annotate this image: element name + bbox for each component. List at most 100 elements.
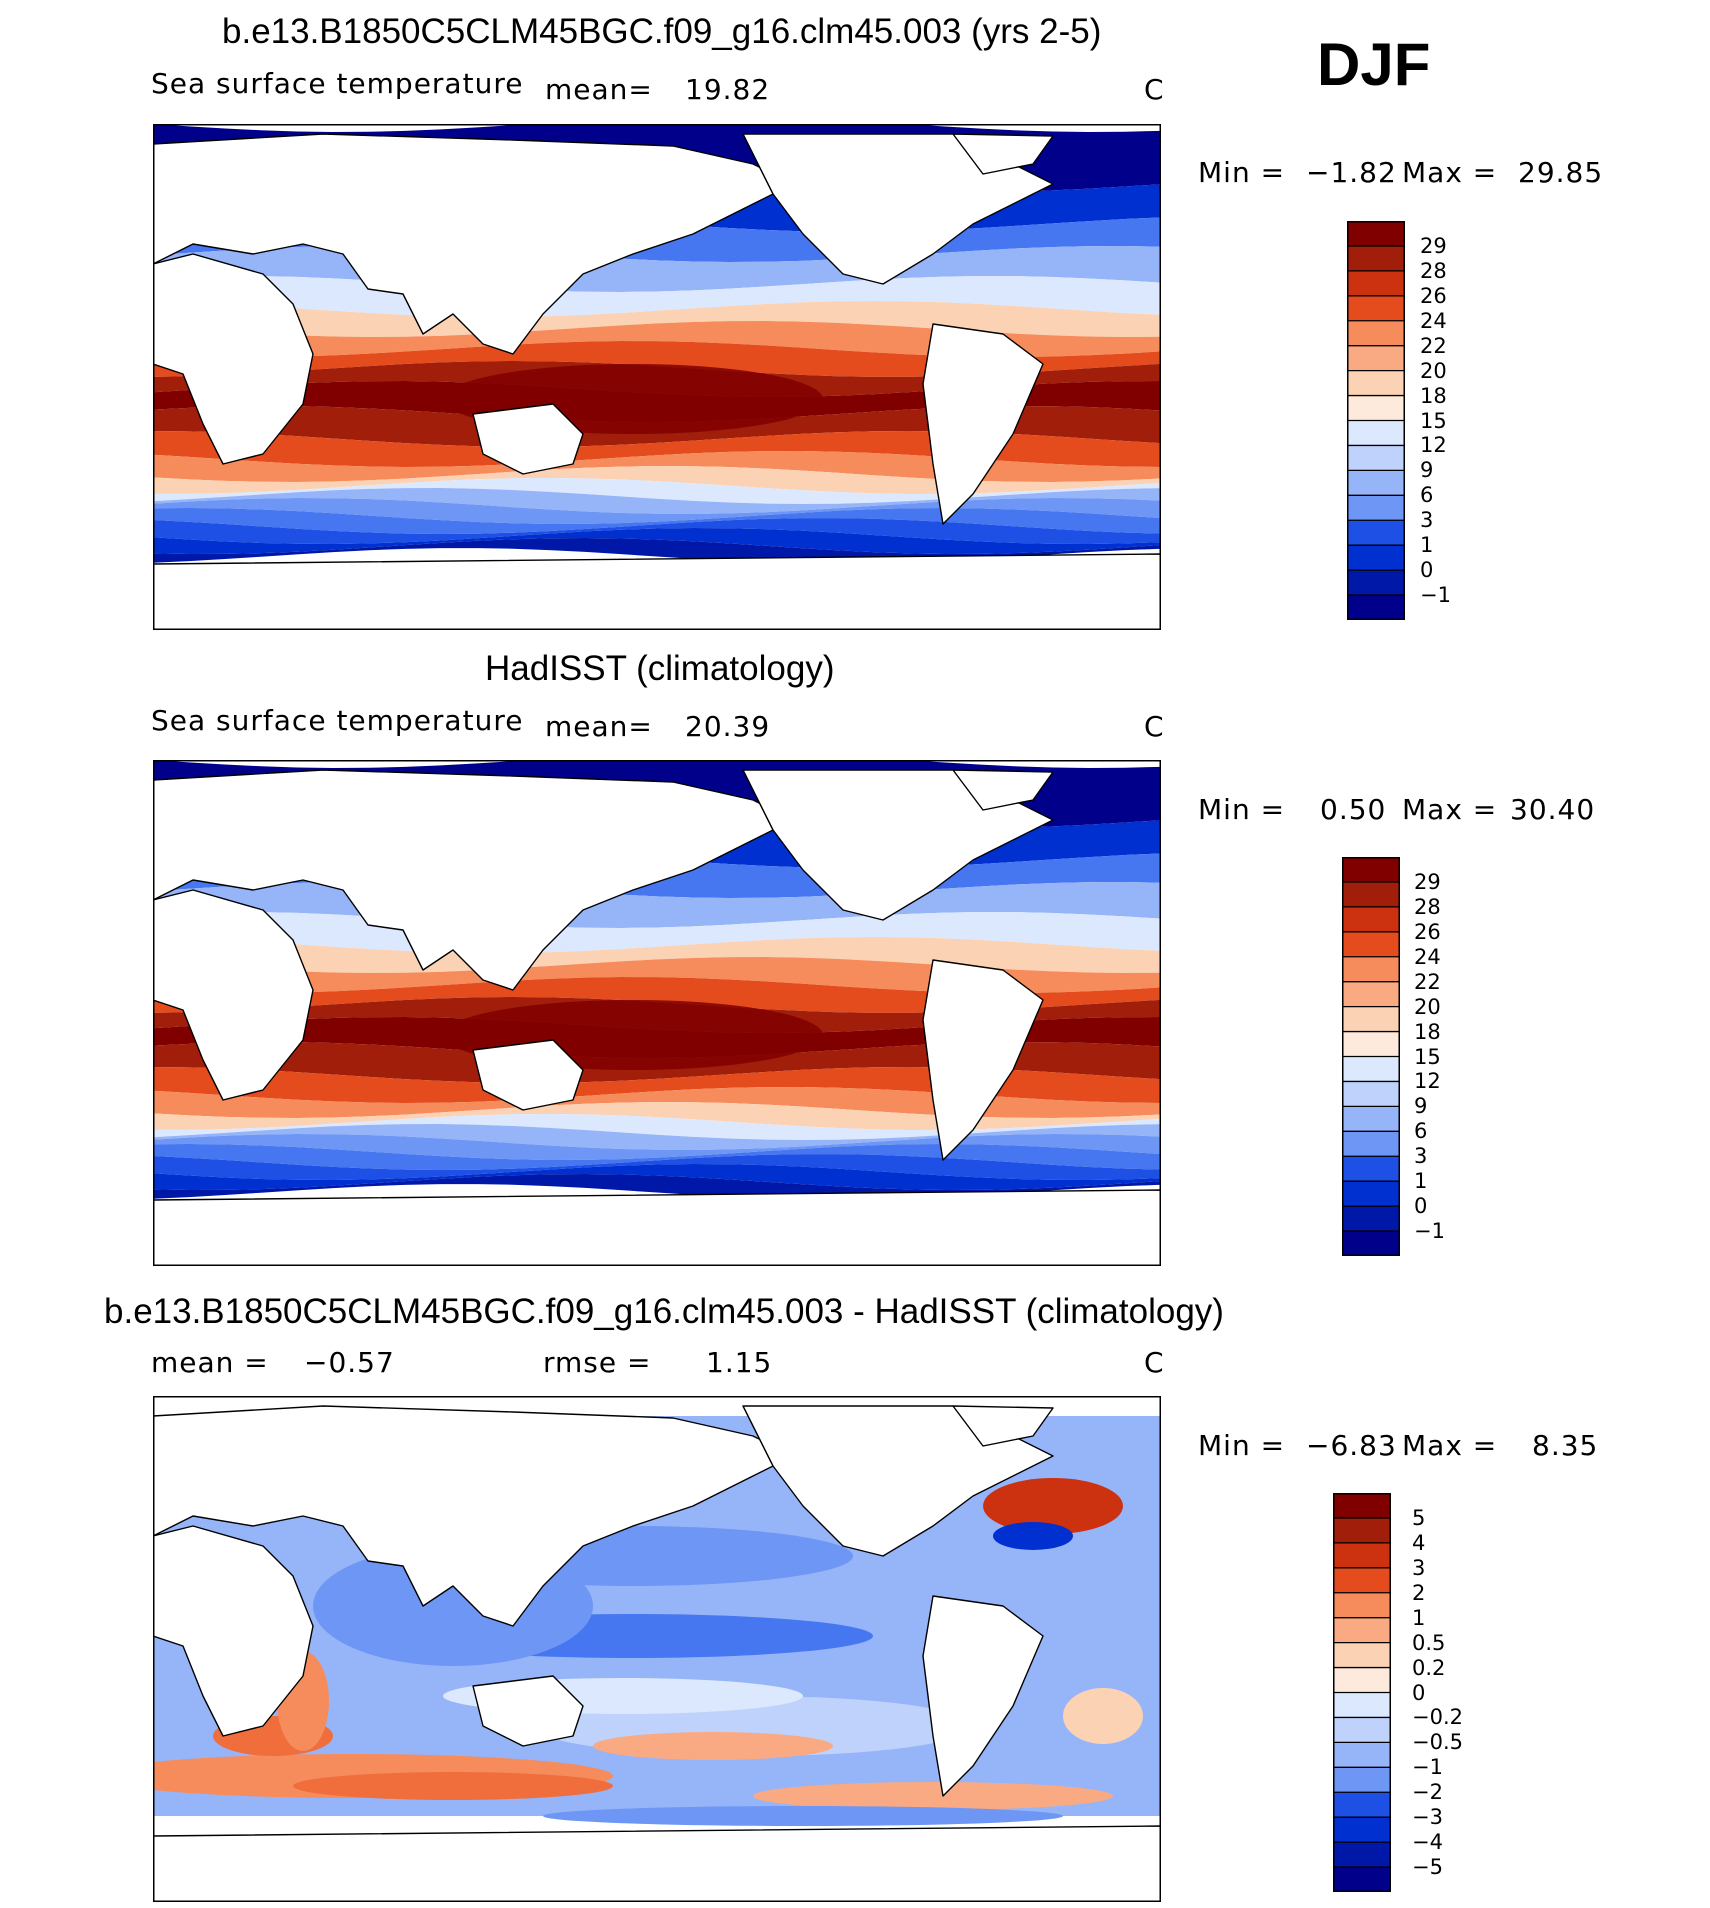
colorbar-tick-label: 28 bbox=[1420, 258, 1447, 283]
colorbar-tick-label: 1 bbox=[1412, 1605, 1426, 1630]
continent-outline bbox=[153, 1825, 1161, 1902]
contour-band bbox=[153, 518, 1161, 544]
continent-outline bbox=[153, 889, 314, 1101]
colorbar-tick-label: 5 bbox=[1412, 1505, 1426, 1530]
continent-outline bbox=[153, 253, 314, 465]
colorbar-box bbox=[1333, 1642, 1391, 1669]
colorbar-tick-label: 18 bbox=[1414, 1019, 1441, 1044]
contour-band bbox=[153, 498, 1161, 524]
continent-outline bbox=[472, 1039, 584, 1111]
colorbar-box bbox=[1333, 1542, 1391, 1569]
colorbar-tick-label: 9 bbox=[1414, 1094, 1428, 1119]
diff-blob bbox=[293, 1772, 613, 1800]
panel-1-max-value: 29.85 bbox=[1518, 156, 1604, 189]
diff-blob bbox=[543, 1806, 1063, 1826]
colorbar-box bbox=[1333, 1517, 1391, 1544]
colorbar-box bbox=[1347, 245, 1405, 272]
colorbar-box bbox=[1333, 1667, 1391, 1693]
colorbar-tick-label: 0.2 bbox=[1412, 1655, 1446, 1680]
contour-band bbox=[153, 1067, 1161, 1103]
panel-2-min-value: 0.50 bbox=[1320, 793, 1387, 826]
panel-3-unit: C bbox=[1144, 1346, 1165, 1379]
colorbar-tick-label: −2 bbox=[1412, 1780, 1443, 1805]
continent-outline bbox=[472, 403, 584, 475]
colorbar-box bbox=[1342, 857, 1400, 883]
colorbar-tick-label: 1 bbox=[1420, 533, 1434, 558]
colorbar-box bbox=[1347, 370, 1405, 397]
contour-band bbox=[153, 1134, 1161, 1160]
panel-3-land-mask bbox=[153, 1405, 1161, 1902]
contour-band bbox=[153, 1154, 1161, 1180]
contour-band bbox=[153, 957, 1161, 993]
panel-3-min-label: Min = bbox=[1198, 1429, 1286, 1462]
colorbar-tick-label: 0 bbox=[1420, 558, 1434, 583]
colorbar-box bbox=[1333, 1792, 1391, 1818]
panel-2-min-label: Min = bbox=[1198, 793, 1286, 826]
continent-outline bbox=[922, 1595, 1044, 1797]
colorbar-box bbox=[1342, 956, 1400, 983]
contour-band bbox=[153, 321, 1161, 357]
colorbar-tick-label: 26 bbox=[1414, 919, 1441, 944]
colorbar-box bbox=[1347, 570, 1405, 596]
panel-1-mean-label: mean= bbox=[545, 73, 653, 106]
colorbar-tick-label: 6 bbox=[1420, 483, 1434, 508]
continent-outline bbox=[153, 553, 1161, 630]
diff-blob bbox=[1063, 1688, 1143, 1744]
colorbar-box bbox=[1342, 906, 1400, 933]
diff-blob bbox=[753, 1782, 1113, 1810]
colorbar-box bbox=[1333, 1867, 1391, 1893]
contour-band bbox=[153, 977, 1161, 1013]
colorbar-tick-label: 0 bbox=[1414, 1194, 1428, 1219]
panel-1-map bbox=[153, 124, 1161, 630]
continent-outline bbox=[153, 1189, 1161, 1266]
colorbar-box bbox=[1347, 545, 1405, 571]
colorbar-box bbox=[1347, 345, 1405, 372]
colorbar-box bbox=[1333, 1717, 1391, 1743]
panel-3-min-value: −6.83 bbox=[1306, 1429, 1397, 1462]
panel-3-colorbar bbox=[1333, 1493, 1391, 1893]
colorbar-box bbox=[1347, 520, 1405, 546]
colorbar-box bbox=[1347, 420, 1405, 446]
panel-2-max-value: 30.40 bbox=[1510, 793, 1596, 826]
panel-3-title: b.e13.B1850C5CLM45BGC.f09_g16.clm45.003 … bbox=[104, 1292, 1224, 1331]
colorbar-box bbox=[1347, 445, 1405, 471]
colorbar-box bbox=[1347, 270, 1405, 297]
colorbar-tick-label: 12 bbox=[1414, 1069, 1441, 1094]
colorbar-box bbox=[1333, 1493, 1391, 1519]
contour-band bbox=[153, 478, 1161, 504]
colorbar-tick-label: 15 bbox=[1420, 408, 1447, 433]
colorbar-box bbox=[1342, 1056, 1400, 1082]
contour-band bbox=[153, 528, 1161, 554]
contour-band bbox=[153, 466, 1161, 494]
panel-2-colorbar-swatches bbox=[1342, 857, 1400, 1257]
panel-3-rmse-label: rmse = bbox=[543, 1346, 652, 1379]
continent-outline bbox=[952, 1405, 1054, 1447]
colorbar-tick-label: 26 bbox=[1420, 283, 1447, 308]
panel-1-max-label: Max = bbox=[1402, 156, 1498, 189]
diff-blob bbox=[593, 1732, 833, 1760]
colorbar-tick-label: 6 bbox=[1414, 1119, 1428, 1144]
colorbar-box bbox=[1342, 1231, 1400, 1257]
colorbar-box bbox=[1342, 1106, 1400, 1132]
panel-2-variable: Sea surface temperature bbox=[151, 704, 524, 737]
colorbar-tick-label: −1 bbox=[1412, 1755, 1443, 1780]
contour-band bbox=[153, 1114, 1161, 1140]
panel-2-mean-value: 20.39 bbox=[685, 710, 771, 743]
colorbar-box bbox=[1347, 495, 1405, 521]
continent-outline bbox=[922, 323, 1044, 525]
continent-outline bbox=[153, 769, 794, 991]
panel-3-rmse-value: 1.15 bbox=[706, 1346, 773, 1379]
colorbar-box bbox=[1342, 1006, 1400, 1033]
continent-outline bbox=[153, 1405, 794, 1627]
contour-band bbox=[153, 1087, 1161, 1118]
colorbar-tick-label: 3 bbox=[1412, 1555, 1426, 1580]
diff-blob bbox=[983, 1478, 1123, 1534]
panel-3-mean-value: −0.57 bbox=[304, 1346, 395, 1379]
continent-outline bbox=[952, 133, 1054, 175]
colorbar-tick-label: −1 bbox=[1420, 583, 1451, 608]
panel-3-map bbox=[153, 1396, 1161, 1902]
colorbar-box bbox=[1342, 1181, 1400, 1207]
panel-2-land-mask bbox=[153, 769, 1161, 1266]
colorbar-box bbox=[1347, 320, 1405, 347]
colorbar-tick-label: 15 bbox=[1414, 1044, 1441, 1069]
